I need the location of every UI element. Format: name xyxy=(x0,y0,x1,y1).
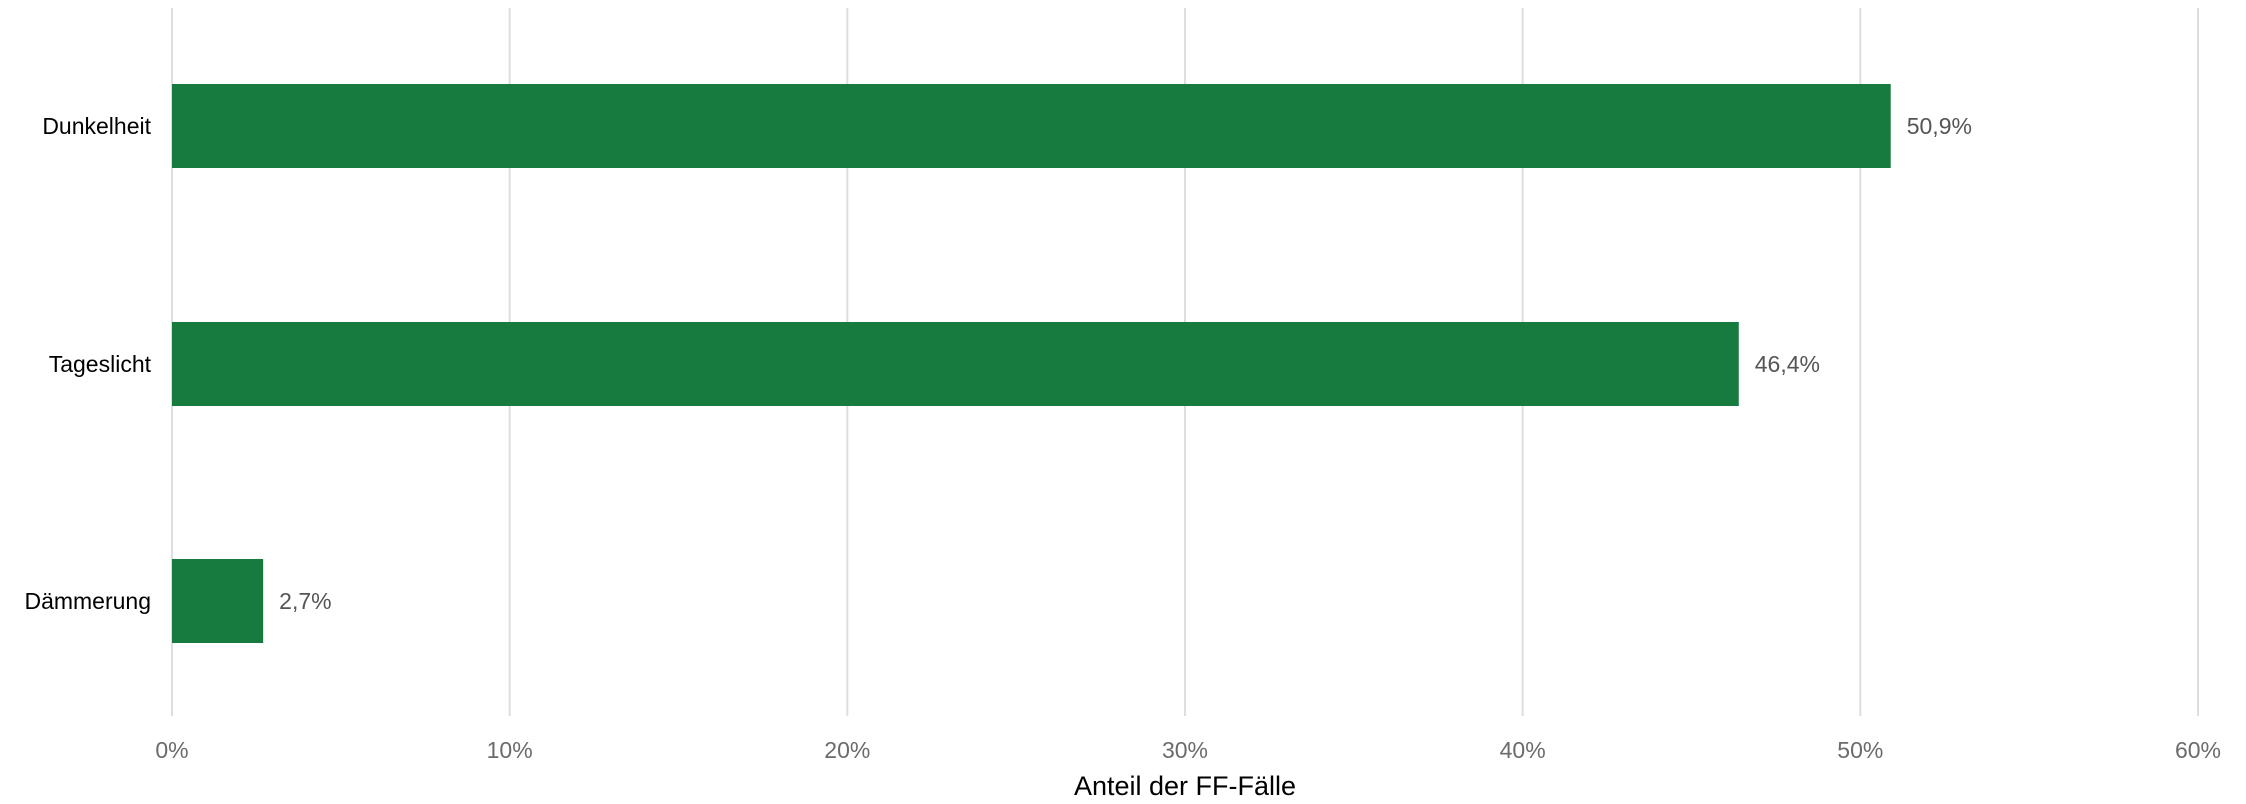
bar-0 xyxy=(172,84,1891,168)
value-label-2: 2,7% xyxy=(279,588,331,614)
category-label-2: Dämmerung xyxy=(24,588,151,614)
x-tick-label-10: 10% xyxy=(487,737,533,763)
x-tick-label-0: 0% xyxy=(155,737,188,763)
x-tick-label-40: 40% xyxy=(1500,737,1546,763)
x-tick-label-60: 60% xyxy=(2175,737,2221,763)
x-tick-label-20: 20% xyxy=(824,737,870,763)
bar-1 xyxy=(172,322,1739,406)
category-label-0: Dunkelheit xyxy=(42,113,151,139)
x-tick-label-30: 30% xyxy=(1162,737,1208,763)
x-tick-label-50: 50% xyxy=(1837,737,1883,763)
bars xyxy=(172,84,1891,643)
value-label-1: 46,4% xyxy=(1755,351,1820,377)
labels: 0% 10% 20% 30% 40% 50% 60% Dunkelheit 50,9% Tages… xyxy=(24,113,2221,763)
bar-2 xyxy=(172,559,264,643)
x-axis-title: Anteil der FF-Fälle xyxy=(1074,771,1296,799)
value-label-0: 50,9% xyxy=(1907,113,1972,139)
category-label-1: Tageslicht xyxy=(49,351,152,377)
